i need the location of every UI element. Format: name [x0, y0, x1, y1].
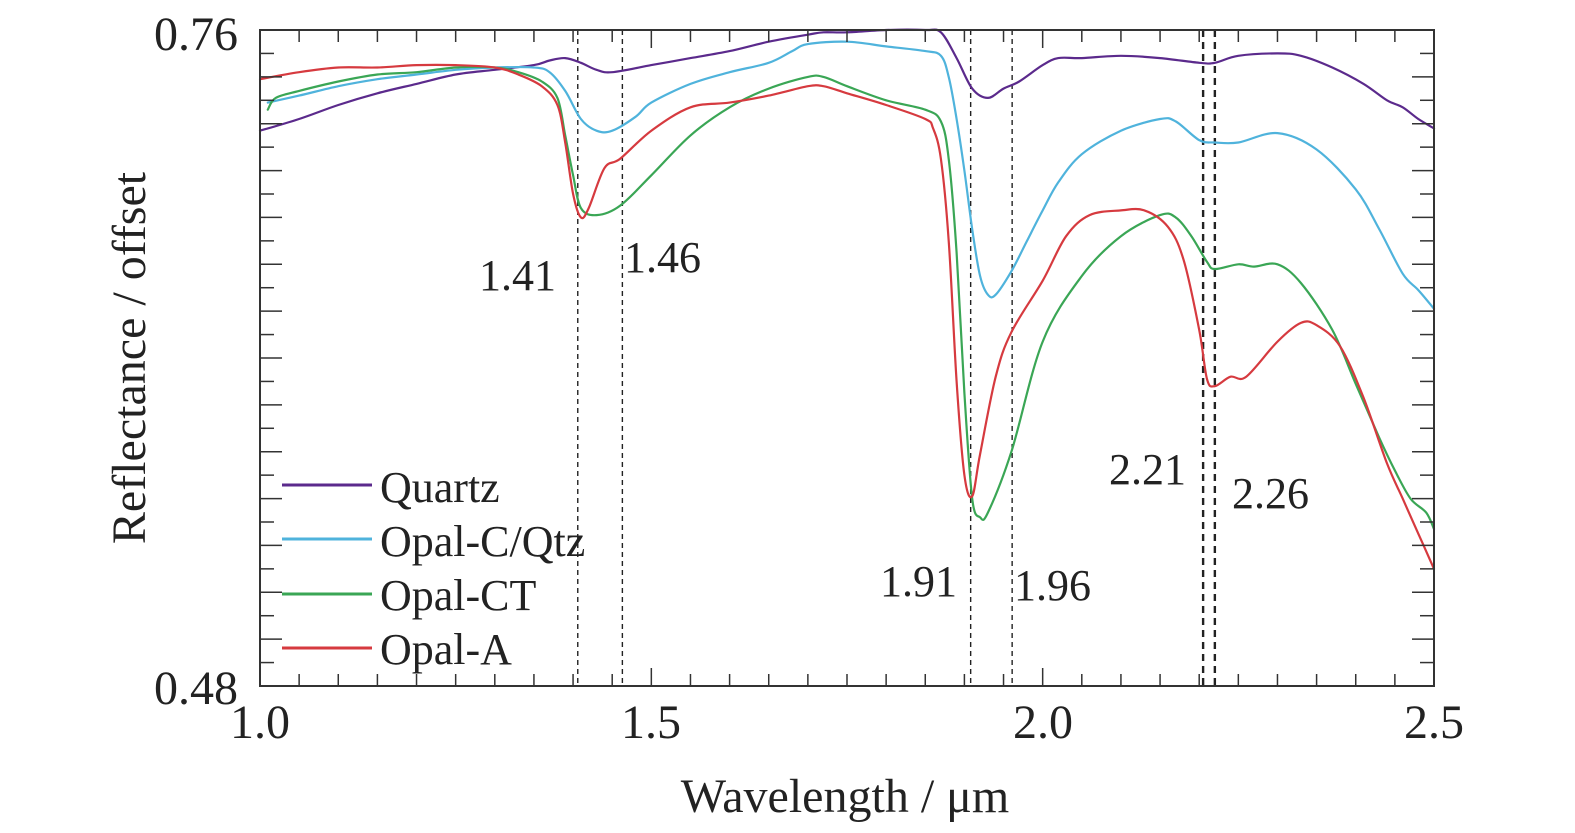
axis-ticks	[259, 29, 1435, 687]
legend: Quartz Opal-C/Qtz Opal-CT Opal-A	[282, 463, 585, 674]
annotation-label: 1.91	[880, 557, 957, 606]
y-tick-label-top: 0.76	[154, 8, 238, 61]
series-line-opal-c-qtz	[266, 40, 1436, 310]
annotation-labels: 1.41 1.46 1.91 1.96 2.21 2.26	[479, 233, 1309, 610]
annotation-label: 2.21	[1109, 445, 1186, 494]
series-line-quartz	[258, 28, 1436, 132]
series-line-opal-a	[258, 63, 1436, 570]
x-tick-label: 2.0	[1013, 696, 1073, 749]
legend-label: Opal-C/Qtz	[380, 517, 585, 566]
x-tick-label: 1.0	[230, 696, 290, 749]
annotation-label: 1.41	[479, 251, 556, 300]
series-line-opal-ct	[266, 65, 1436, 531]
y-tick-label-bottom: 0.48	[154, 662, 238, 715]
plot-frame	[259, 29, 1435, 687]
x-tick-label: 1.5	[621, 696, 681, 749]
y-axis-title: Reflectance / offset	[103, 171, 156, 544]
legend-item-quartz: Quartz	[282, 463, 500, 512]
x-axis-title: Wavelength / μm	[681, 770, 1009, 823]
legend-label: Opal-CT	[380, 571, 537, 620]
annotation-label: 1.96	[1014, 561, 1091, 610]
annotation-label: 2.26	[1232, 469, 1309, 518]
legend-label: Quartz	[380, 463, 500, 512]
x-tick-label: 2.5	[1404, 696, 1464, 749]
annotation-label: 1.46	[624, 233, 701, 282]
legend-item-opal-c-qtz: Opal-C/Qtz	[282, 517, 585, 566]
legend-item-opal-a: Opal-A	[282, 625, 512, 674]
legend-item-opal-ct: Opal-CT	[282, 571, 537, 620]
legend-label: Opal-A	[380, 625, 512, 674]
